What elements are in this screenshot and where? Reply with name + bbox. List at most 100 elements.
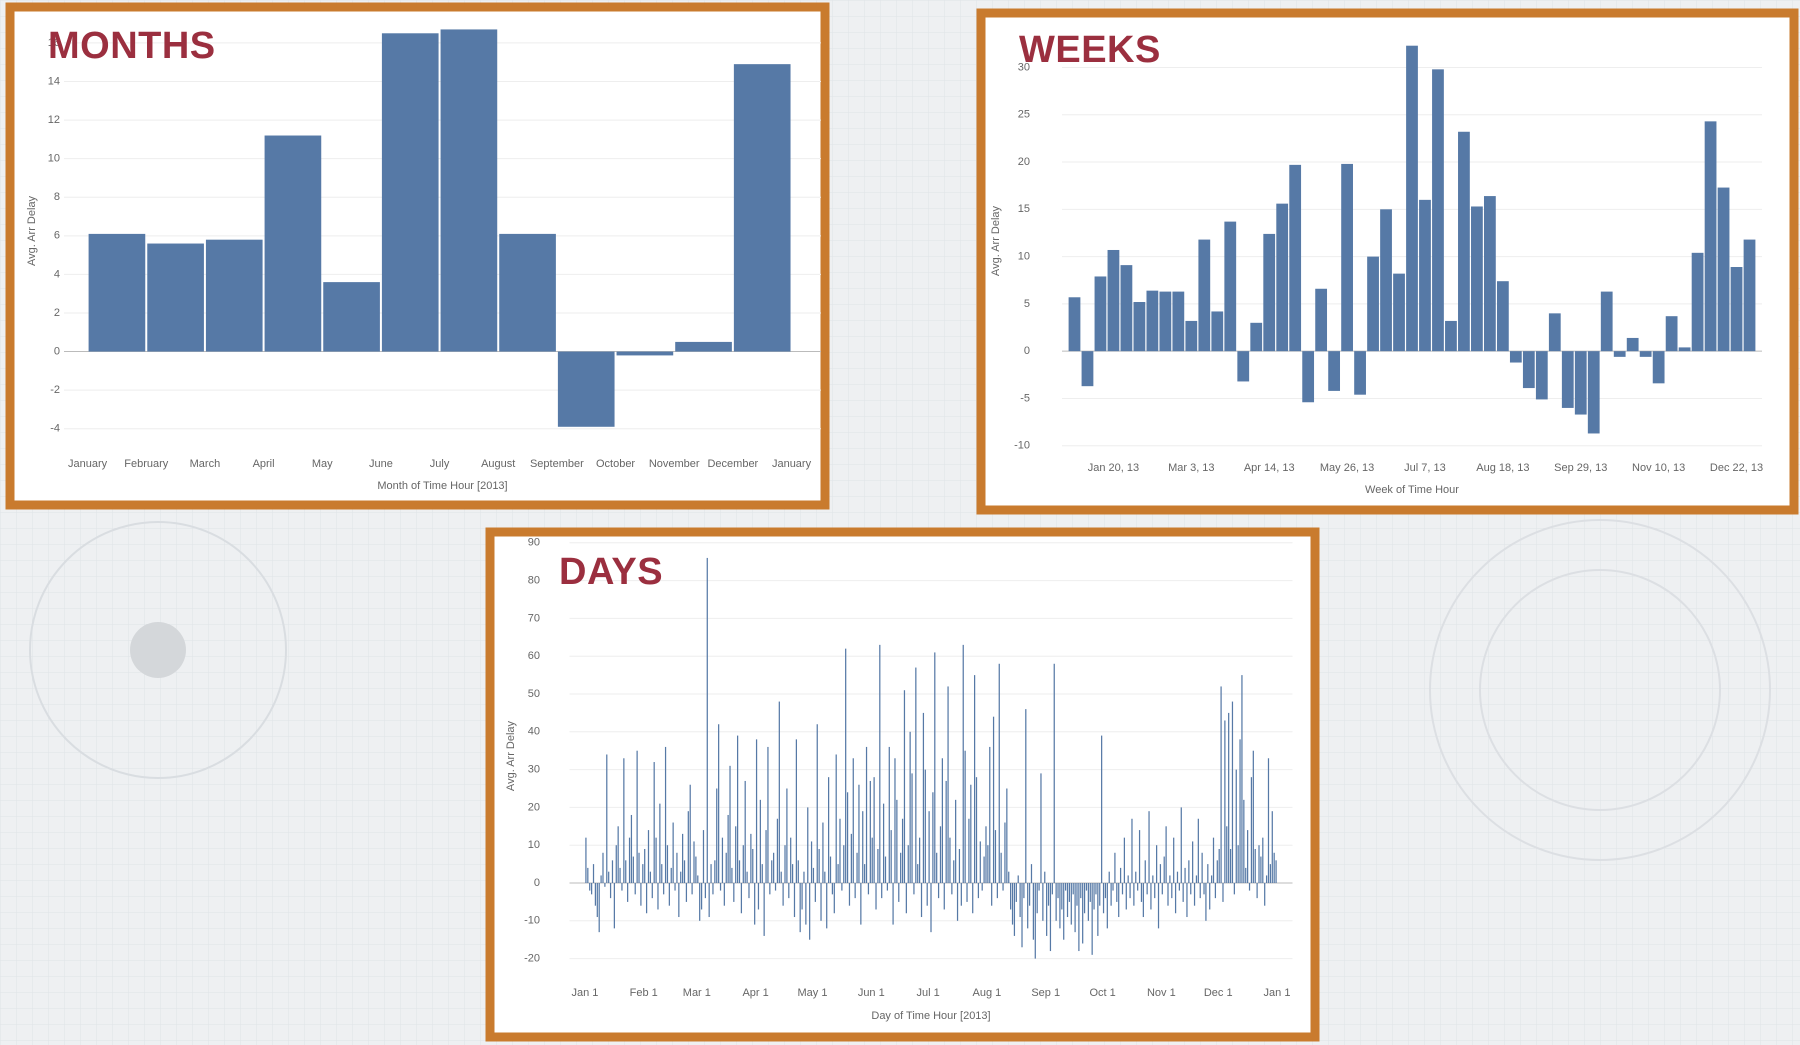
bar [682,833,684,884]
bar [1393,273,1405,352]
bar [905,883,907,914]
bar [1210,875,1213,884]
chart-title: WEEKS [1019,29,1161,71]
bar [966,883,968,902]
x-tick-label: Apr 1 [742,987,768,999]
bar [964,750,966,884]
bar [740,883,743,914]
bar [943,883,945,910]
bar [691,883,693,895]
bar [1142,883,1144,918]
bar [1235,769,1237,884]
bar [712,883,714,895]
bar [941,758,943,884]
bar [1002,883,1004,891]
bar [1040,773,1042,884]
x-tick-label: March [190,458,221,470]
bar [991,883,993,906]
bar [738,860,741,884]
bar [831,883,834,895]
bar [1241,675,1243,884]
bar [557,351,615,427]
bar [750,833,752,884]
x-tick-label: May 1 [798,987,828,999]
bar [1114,852,1116,884]
bar [693,841,695,884]
bar [879,644,881,884]
bar [1419,199,1431,352]
bar [774,883,777,891]
bar [1082,883,1084,944]
bar [1070,883,1072,925]
bar [1006,788,1008,884]
bar [778,701,780,884]
y-tick-label: -10 [524,915,540,927]
bar [1302,351,1315,403]
bar [1159,291,1172,352]
bar [600,875,602,884]
bar [1239,739,1241,884]
y-tick-label: 10 [1018,251,1030,263]
bar [592,864,595,884]
bar [846,792,849,884]
bar [892,883,894,925]
bar [645,883,648,914]
bar [996,883,998,899]
bar [1205,883,1207,921]
bar [672,822,674,884]
bar [822,822,824,884]
x-tick-label: Jan 20, 13 [1088,462,1139,474]
bar [1055,883,1057,921]
y-tick-label: 80 [528,575,540,587]
bar [1028,883,1031,906]
bar [1471,206,1483,352]
bar [1172,291,1185,352]
bar [810,841,813,884]
bar [1161,883,1163,895]
y-tick-label: -20 [524,953,540,965]
bar [987,845,989,884]
bar [953,860,955,884]
bar [1509,351,1522,363]
x-tick-label: Sep 29, 13 [1554,462,1607,474]
bar [1112,883,1114,891]
bar [864,864,866,884]
bar [977,883,980,899]
bar [841,883,843,891]
bar [837,864,839,884]
bar [812,867,815,884]
bar [752,848,754,884]
bar [1315,288,1328,352]
bar [1184,867,1186,884]
bar [890,830,892,884]
bar [655,837,657,884]
bar [894,758,896,884]
bar [843,845,845,884]
bar [945,780,947,884]
bar [1049,883,1052,952]
bar [1198,239,1211,352]
y-tick-label: 6 [54,230,60,242]
bar [1406,45,1418,352]
bar [1144,860,1146,884]
y-tick-label: 14 [48,75,60,87]
bar [744,780,746,884]
y-tick-label: 10 [528,839,540,851]
bar [1717,187,1730,352]
bar [1273,852,1275,884]
bar [653,762,655,884]
bar [1265,875,1268,884]
bar [630,814,633,884]
bar [1254,848,1256,884]
bar [824,871,826,884]
bar [875,883,877,910]
bar [1106,883,1108,929]
bar [1163,856,1165,884]
bar [1097,883,1099,936]
bar [1094,276,1107,352]
decoration [29,521,287,779]
x-tick-label: June [369,458,393,470]
bar [702,830,705,884]
x-tick-label: January [68,458,108,470]
